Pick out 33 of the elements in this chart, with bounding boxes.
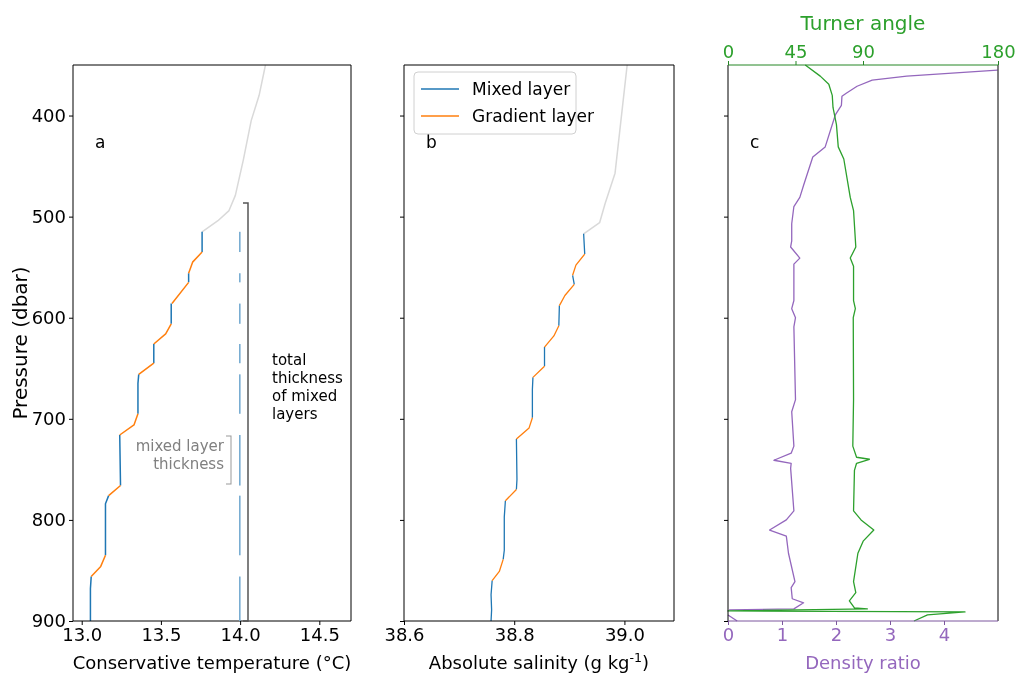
x-tick-label: 14.0 (220, 623, 261, 645)
y-tick-label: 400 (31, 104, 66, 126)
x2-axis-title: Turner angle (799, 11, 926, 35)
x-axis-title: Absolute salinity (g kg$^{-1}$) (428, 649, 650, 673)
x-tick-label: 39.0 (604, 623, 645, 645)
line-series (201, 64, 267, 233)
annotation: b (426, 132, 437, 152)
legend-label: Gradient layer (472, 106, 595, 126)
annotation: total thickness of mixed layers (272, 351, 344, 423)
x-tick-label: 14.5 (299, 623, 340, 645)
x-tick-label: 38.8 (494, 623, 535, 645)
x-tick-label: 1 (776, 623, 789, 645)
x2-tick-label: 0 (722, 41, 735, 62)
x-tick-label: 0 (722, 623, 735, 645)
x-tick-label: 4 (938, 623, 951, 645)
y-tick-label: 700 (31, 408, 66, 430)
x-axis-title: Density ratio (805, 652, 921, 673)
x-tick-label: 38.6 (384, 623, 425, 645)
x-tick-label: 3 (884, 623, 897, 645)
x-tick-label: 13.5 (141, 623, 182, 645)
y-tick-label: 600 (31, 306, 66, 328)
x2-tick-label: 90 (852, 41, 875, 62)
x-axis-title: Conservative temperature (°C) (72, 652, 352, 673)
x-tick-label: 2 (830, 623, 843, 645)
annotation: a (95, 132, 106, 152)
y-tick-label: 800 (31, 509, 66, 531)
annotation: c (750, 132, 760, 152)
x2-tick-label: 45 (784, 41, 808, 62)
annotation: mixed layer thickness (135, 437, 225, 473)
legend-label: Mixed layer (472, 79, 571, 99)
y-tick-label: 500 (31, 205, 66, 227)
x2-tick-label: 180 (981, 41, 1016, 62)
y-axis-title: Pressure (dbar) (8, 266, 32, 420)
